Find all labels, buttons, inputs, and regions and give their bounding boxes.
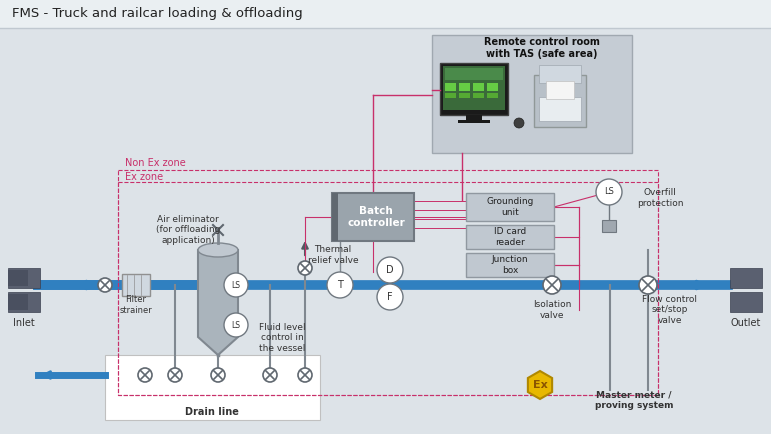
Bar bbox=[602, 220, 616, 232]
Polygon shape bbox=[198, 250, 238, 355]
Circle shape bbox=[377, 257, 403, 283]
Text: Flow control
set/stop
valve: Flow control set/stop valve bbox=[642, 295, 698, 325]
Bar bbox=[8, 268, 40, 288]
Text: F: F bbox=[387, 292, 392, 302]
Bar bbox=[122, 274, 150, 296]
Circle shape bbox=[639, 276, 657, 294]
Bar bbox=[487, 93, 498, 98]
Bar bbox=[466, 225, 554, 249]
Text: FMS - Truck and railcar loading & offloading: FMS - Truck and railcar loading & offloa… bbox=[12, 7, 303, 20]
Text: T: T bbox=[337, 280, 343, 290]
Bar bbox=[0, 0, 771, 28]
Text: Thermal
relief valve: Thermal relief valve bbox=[308, 245, 359, 265]
Bar bbox=[8, 292, 40, 312]
Bar bbox=[473, 93, 484, 98]
Circle shape bbox=[224, 273, 248, 297]
Bar bbox=[546, 81, 574, 99]
Bar bbox=[432, 35, 632, 153]
Bar bbox=[466, 253, 554, 277]
Text: LS: LS bbox=[604, 187, 614, 197]
Circle shape bbox=[211, 368, 225, 382]
Text: Ex zone: Ex zone bbox=[125, 172, 163, 182]
Bar bbox=[487, 83, 498, 91]
Text: LS: LS bbox=[231, 280, 241, 289]
Text: Junction
box: Junction box bbox=[492, 255, 528, 275]
Bar bbox=[466, 193, 554, 221]
Text: Remote control room
with TAS (safe area): Remote control room with TAS (safe area) bbox=[484, 37, 600, 59]
Ellipse shape bbox=[198, 243, 238, 257]
Bar bbox=[332, 193, 338, 241]
Text: Inlet: Inlet bbox=[13, 318, 35, 328]
Circle shape bbox=[224, 313, 248, 337]
Circle shape bbox=[138, 368, 152, 382]
Text: Outlet: Outlet bbox=[731, 318, 761, 328]
Text: Drain line: Drain line bbox=[185, 407, 239, 417]
Text: ID card
reader: ID card reader bbox=[494, 227, 526, 247]
Circle shape bbox=[298, 261, 312, 275]
Bar bbox=[459, 83, 470, 91]
Circle shape bbox=[377, 284, 403, 310]
Bar bbox=[445, 93, 456, 98]
Bar bbox=[118, 182, 658, 395]
Bar bbox=[534, 75, 586, 127]
Text: Filter
strainer: Filter strainer bbox=[120, 295, 153, 315]
Text: Grounding
unit: Grounding unit bbox=[487, 197, 534, 217]
Circle shape bbox=[168, 368, 182, 382]
Circle shape bbox=[98, 278, 112, 292]
Polygon shape bbox=[528, 371, 552, 399]
Bar bbox=[466, 115, 482, 120]
Bar bbox=[332, 193, 414, 241]
Circle shape bbox=[327, 272, 353, 298]
Bar bbox=[440, 63, 508, 115]
Text: Master meter /
proving system: Master meter / proving system bbox=[594, 390, 673, 410]
Text: Isolation
valve: Isolation valve bbox=[533, 300, 571, 320]
Bar bbox=[459, 93, 470, 98]
Text: LS: LS bbox=[231, 320, 241, 329]
Bar bbox=[730, 268, 762, 288]
Text: Ex: Ex bbox=[533, 380, 547, 390]
Text: Batch
controller: Batch controller bbox=[347, 206, 405, 228]
Bar bbox=[443, 66, 505, 110]
Circle shape bbox=[263, 368, 277, 382]
Text: D: D bbox=[386, 265, 394, 275]
Circle shape bbox=[596, 179, 622, 205]
Bar bbox=[539, 97, 581, 121]
Bar bbox=[8, 294, 28, 310]
Text: Non Ex zone: Non Ex zone bbox=[125, 158, 186, 168]
Text: Overfill
protection: Overfill protection bbox=[637, 188, 683, 208]
Bar bbox=[458, 120, 490, 123]
Bar bbox=[8, 270, 28, 286]
Bar bbox=[473, 83, 484, 91]
Bar bbox=[445, 68, 503, 80]
Bar bbox=[105, 355, 320, 420]
Bar bbox=[539, 65, 581, 83]
Text: Fluid level
control in
the vessel: Fluid level control in the vessel bbox=[259, 323, 305, 353]
Bar bbox=[730, 292, 762, 312]
Bar bbox=[445, 83, 456, 91]
Bar bbox=[118, 170, 658, 395]
Circle shape bbox=[543, 276, 561, 294]
Text: Air eliminator
(for offloading
application): Air eliminator (for offloading applicati… bbox=[156, 215, 221, 245]
Circle shape bbox=[298, 368, 312, 382]
Circle shape bbox=[514, 118, 524, 128]
